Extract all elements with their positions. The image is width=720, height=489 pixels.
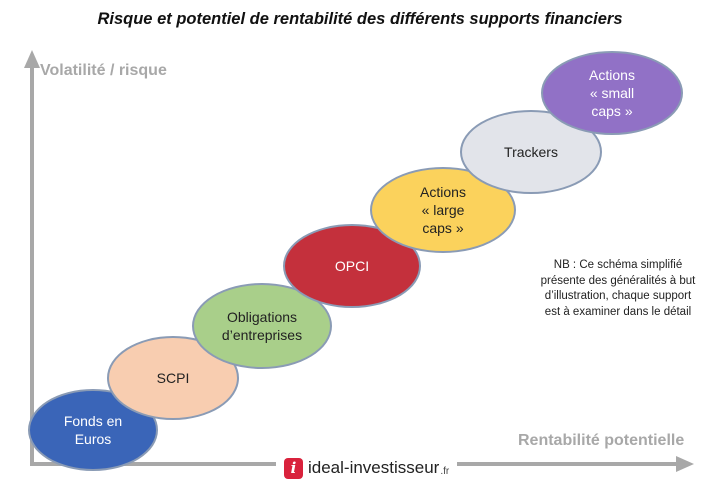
support-actions-large-caps: Actions « large caps » <box>370 167 516 253</box>
logo-tld: .fr <box>440 465 450 477</box>
x-axis-arrow <box>676 456 694 472</box>
site-logo[interactable]: i ideal-investisseur .fr <box>276 455 458 481</box>
info-i-icon: i <box>284 457 303 479</box>
y-axis-label: Volatilité / risque <box>40 62 167 79</box>
diagram-title: Risque et potentiel de rentabilité des d… <box>97 10 623 28</box>
y-axis-arrow <box>24 50 40 68</box>
x-axis-label: Rentabilité potentielle <box>518 432 685 449</box>
logo-name: ideal-investisseur <box>308 458 440 477</box>
support-actions-small-caps: Actions « small caps » <box>541 51 683 135</box>
note-text: NB : Ce schéma simplifié présente des gé… <box>540 259 696 318</box>
